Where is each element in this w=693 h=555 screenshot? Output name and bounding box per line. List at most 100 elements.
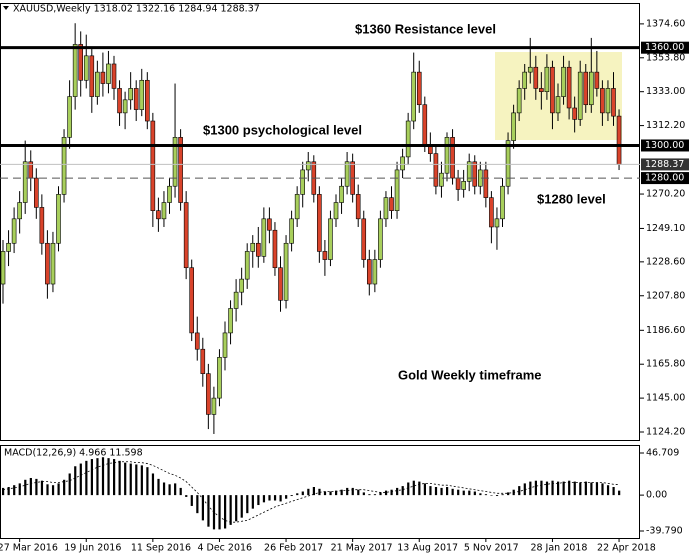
macd-bar [507,492,510,496]
macd-bar [2,487,5,496]
candle-body [33,177,39,208]
candle-body [139,79,145,110]
macd-bar [113,459,116,496]
candle-body [566,66,572,109]
annotation: $1280 level [537,191,606,206]
macd-bar [335,490,338,496]
candle-body [516,88,522,114]
candle-body [572,107,577,120]
candle-body [89,55,95,97]
macd-bar [468,490,471,496]
candle-body [577,71,583,120]
macd-bar [595,482,599,496]
candle-body [67,96,72,138]
macd-bar [368,494,371,496]
candle-body [389,197,394,211]
macd-bar [440,487,443,496]
candle-body [150,120,156,211]
macd-bar [346,487,349,496]
price-label: 1288.37 [645,159,684,170]
candle-body [117,88,122,114]
candle-body [122,99,128,114]
candle-body [527,66,533,73]
annotation: $1360 Resistance level [355,21,496,36]
price-label-box [641,158,689,171]
macd-bar [518,486,521,496]
macd-bar [96,458,99,496]
macd-bar [229,495,232,525]
candle-body [300,169,306,195]
macd-bar [606,485,610,496]
candle-body [561,66,566,97]
candle-body [394,169,400,211]
candle-body [461,181,466,190]
macd-bar [340,489,343,496]
y-tick-label: 1353.80 [646,52,685,63]
candle-body [322,251,328,260]
y-tick-label: 1374.60 [646,18,685,29]
candle-body [244,251,250,280]
candle-body [600,88,605,114]
candle-body [294,194,300,220]
macd-bar [451,488,454,496]
macd-bar [262,495,266,503]
macd-bar [273,495,277,501]
macd-bar [185,495,188,497]
main-frame [0,3,640,441]
candle-body [400,156,405,171]
macd-bar [384,490,388,496]
y-tick-label: 1228.60 [646,256,685,267]
candle-body [178,137,183,203]
candle-body [588,71,594,106]
price-label-box [641,172,689,185]
candle-body [189,267,194,334]
macd-bar [85,460,88,496]
candle-body [583,71,589,106]
candle-body [22,161,28,203]
candle-body [172,137,178,187]
price-label: 1360.00 [645,42,684,53]
candle-body [433,153,439,187]
macd-bar [235,495,238,522]
candle-body [95,71,100,97]
macd-bar [568,480,571,496]
macd-bar [423,483,426,496]
y-tick-label: 1333.00 [646,86,685,97]
macd-bar [146,467,149,496]
candle-body [61,137,67,195]
candle-body [444,137,450,174]
macd-bar [13,485,16,496]
x-tick-label: 5 Nov 2017 [464,543,519,554]
candle-body [194,332,200,350]
macd-bar [479,493,482,496]
x-tick-label: 28 Jan 2018 [530,543,587,554]
candle-body [222,332,228,358]
candle-body [605,88,611,114]
candle-body [361,218,367,260]
y-tick-label: 46.709 [646,447,679,458]
macd-bar [179,487,182,496]
macd-bar [57,483,60,496]
macd-bar [140,465,143,496]
macd-bar [124,462,127,496]
macd-bar [612,487,615,496]
candle-body [466,161,472,182]
price-label-box [641,41,689,54]
candle-body [6,242,11,252]
macd-bar [90,459,93,496]
macd-bar [79,463,82,496]
candle-body [594,71,600,89]
candle-body [533,66,539,89]
candle-body [455,177,461,190]
macd-bar [462,490,465,496]
macd-bar [618,490,621,496]
candle-body [344,161,350,187]
x-tick-label: 27 Mar 2016 [0,543,58,554]
candle-body [378,218,383,260]
y-tick-label: -39.790 [646,526,683,537]
macd-bar [457,489,460,496]
macd-bar [584,481,587,496]
annotation: $1300 psychological level [203,122,362,137]
candle-body [206,373,211,415]
